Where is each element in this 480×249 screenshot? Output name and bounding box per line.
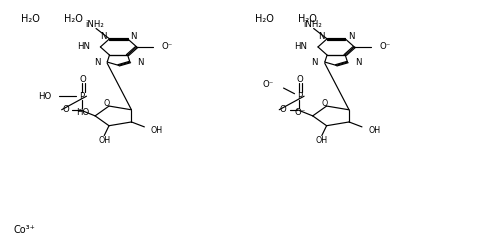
Text: O: O [62, 105, 69, 114]
Text: iNH₂: iNH₂ [303, 20, 322, 29]
Text: O: O [79, 75, 86, 84]
Text: OH: OH [98, 136, 110, 145]
Text: HN: HN [77, 42, 90, 52]
Text: HN: HN [294, 42, 307, 52]
Text: iNH₂: iNH₂ [85, 20, 104, 29]
Text: N: N [130, 32, 136, 41]
Text: H₂O: H₂O [297, 14, 316, 24]
Text: O: O [103, 99, 109, 108]
Text: OH: OH [150, 126, 162, 135]
Text: H₂O: H₂O [63, 14, 82, 24]
Text: O: O [279, 105, 286, 114]
Text: Co³⁺: Co³⁺ [13, 225, 35, 235]
Text: O: O [321, 99, 327, 108]
Text: HO: HO [38, 92, 51, 101]
Text: O⁻: O⁻ [262, 80, 273, 89]
Text: O⁻: O⁻ [378, 42, 390, 52]
Text: P: P [79, 92, 84, 101]
Text: O: O [296, 75, 303, 84]
Text: OH: OH [367, 126, 380, 135]
Text: N: N [137, 58, 144, 66]
Text: N: N [347, 32, 353, 41]
Text: N: N [354, 58, 360, 66]
Text: N: N [94, 58, 100, 66]
Text: O⁻: O⁻ [294, 108, 305, 117]
Text: P: P [296, 92, 301, 101]
Text: O⁻: O⁻ [161, 42, 172, 52]
Text: N: N [100, 32, 107, 41]
Text: N: N [317, 32, 324, 41]
Text: OH: OH [315, 136, 327, 145]
Text: N: N [311, 58, 317, 66]
Text: HO: HO [76, 108, 89, 117]
Text: H₂O: H₂O [254, 14, 273, 24]
Text: H₂O: H₂O [21, 14, 39, 24]
